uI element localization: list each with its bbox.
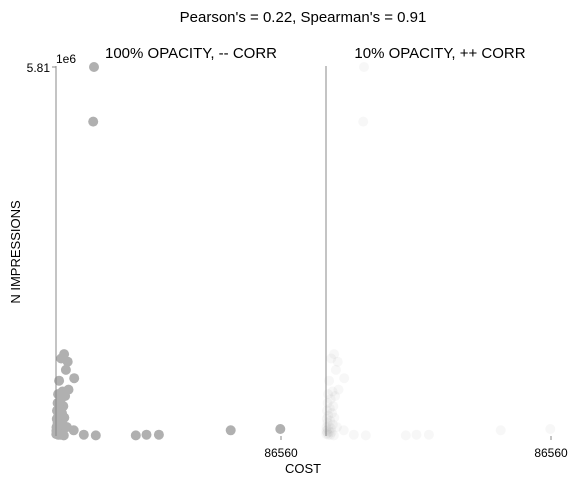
x-axis-label: COST [285, 461, 321, 476]
point-right [324, 403, 335, 414]
point-right [495, 425, 506, 436]
panel-right: 10% OPACITY, ++ CORR 86560 [321, 45, 568, 460]
point-right [322, 405, 332, 416]
point-right [325, 423, 336, 434]
point-right [327, 419, 338, 430]
point-right [326, 427, 337, 438]
points-right [321, 62, 556, 441]
point-right [329, 412, 340, 423]
point-right [330, 391, 341, 401]
x-tick-label-left: 86560 [264, 446, 298, 460]
point-left [78, 429, 89, 440]
point-left [153, 429, 164, 440]
point-left [58, 430, 69, 441]
point-right [333, 384, 344, 395]
points-left [51, 62, 286, 441]
point-right [321, 413, 332, 424]
point-left [225, 425, 236, 436]
point-right [360, 430, 371, 441]
point-right [328, 401, 339, 412]
point-right [328, 430, 339, 441]
y-offset-text: 1e6 [56, 52, 76, 66]
point-left [62, 356, 73, 367]
point-right [348, 429, 359, 440]
point-right [358, 116, 369, 127]
point-left [90, 430, 101, 441]
point-right [324, 375, 335, 386]
point-right [326, 353, 337, 364]
y-tick-label: 5.81 [27, 61, 51, 75]
y-axis-label: N IMPRESSIONS [8, 200, 23, 304]
point-right [324, 426, 335, 437]
point-right [339, 373, 350, 384]
point-right [325, 429, 336, 440]
panel-right-title: 10% OPACITY, ++ CORR [354, 45, 525, 62]
point-right [359, 62, 369, 72]
point-right [331, 422, 342, 433]
point-left [275, 424, 286, 434]
panel-left: 100% OPACITY, -- CORR 1e6 5.81 86560 N I… [8, 45, 298, 460]
point-right [325, 394, 336, 405]
point-right [338, 425, 349, 436]
point-left [141, 429, 152, 440]
point-right [322, 417, 333, 428]
point-left [88, 116, 99, 127]
point-left [54, 375, 65, 386]
point-right [322, 398, 333, 408]
point-right [545, 424, 556, 434]
suptitle: Pearson's = 0.22, Spearman's = 0.91 [180, 9, 427, 26]
point-right [322, 427, 333, 438]
point-right [423, 429, 434, 440]
point-right [332, 356, 343, 367]
x-tick-label-right: 86560 [534, 446, 568, 460]
point-left [89, 62, 99, 72]
point-right [325, 415, 336, 426]
panel-left-title: 100% OPACITY, -- CORR [105, 45, 277, 62]
point-left [130, 430, 141, 441]
point-right [400, 430, 411, 441]
point-right [322, 424, 333, 435]
point-right [330, 364, 341, 375]
point-right [329, 349, 340, 360]
point-left [68, 425, 79, 436]
point-left [69, 373, 80, 384]
point-right [327, 386, 338, 397]
point-right [411, 429, 422, 440]
point-right [327, 408, 337, 419]
point-left [60, 364, 71, 375]
